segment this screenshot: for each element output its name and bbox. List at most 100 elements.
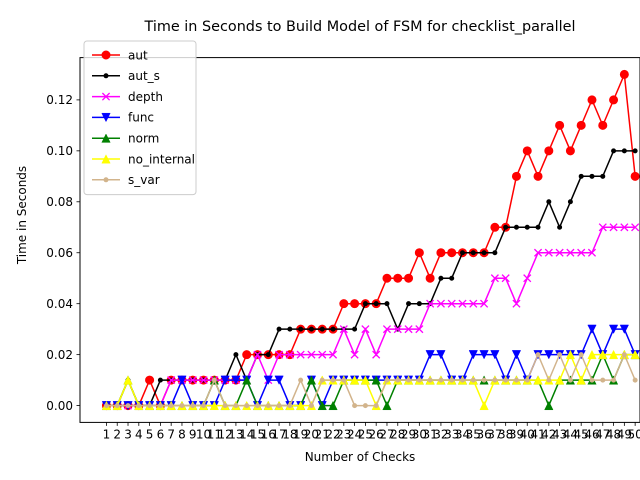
- data-point: [168, 403, 174, 409]
- data-point: [589, 377, 595, 383]
- data-point: [211, 377, 217, 383]
- data-point: [244, 403, 250, 409]
- x-tick-label: 26: [369, 427, 384, 441]
- data-point: [513, 377, 519, 383]
- data-point: [373, 301, 379, 307]
- data-point: [352, 326, 358, 332]
- x-tick-label: 27: [379, 427, 394, 441]
- data-point: [209, 400, 219, 411]
- data-point: [426, 299, 435, 308]
- data-point: [447, 248, 457, 258]
- legend-entry: s_var: [92, 173, 160, 187]
- x-tick-label: 2: [113, 427, 121, 441]
- data-point: [361, 325, 370, 334]
- data-point: [275, 350, 284, 359]
- data-point: [330, 326, 336, 332]
- data-point: [319, 377, 325, 383]
- data-point: [317, 400, 327, 411]
- x-tick-label: 38: [498, 427, 513, 441]
- data-point: [414, 248, 424, 258]
- data-point: [190, 403, 196, 409]
- data-point: [147, 403, 153, 409]
- data-point: [177, 375, 187, 385]
- data-point: [103, 403, 109, 409]
- x-tick-label: 44: [563, 427, 578, 441]
- x-tick-label: 5: [146, 427, 154, 441]
- y-tick-label: 0.12: [46, 93, 73, 107]
- data-point: [233, 352, 239, 358]
- legend-box: [83, 40, 197, 196]
- legend-entry: func: [92, 111, 154, 125]
- data-point: [544, 400, 554, 411]
- data-point: [490, 350, 500, 360]
- x-tick-label: 45: [574, 427, 589, 441]
- data-point: [544, 146, 554, 156]
- legend-marker: [101, 154, 111, 164]
- data-point: [296, 400, 306, 411]
- data-point: [576, 120, 586, 130]
- x-tick-label: 14: [239, 427, 254, 441]
- data-point: [479, 400, 489, 411]
- legend-marker: [103, 73, 109, 79]
- data-point: [393, 273, 403, 283]
- data-point: [384, 377, 390, 383]
- y-tick-label: 0.08: [46, 195, 73, 209]
- x-tick-label: 42: [541, 427, 556, 441]
- data-point: [535, 352, 541, 358]
- data-point: [416, 377, 422, 383]
- data-point: [416, 301, 422, 307]
- data-point: [578, 352, 584, 358]
- x-tick-label: 41: [530, 427, 545, 441]
- data-point: [587, 324, 597, 334]
- data-point: [447, 299, 456, 308]
- data-point: [382, 400, 392, 411]
- x-tick-label: 6: [157, 427, 165, 441]
- legend-label: func: [128, 111, 154, 125]
- legend-marker: [101, 133, 111, 143]
- data-point: [524, 224, 530, 230]
- x-tick-label: 3: [124, 427, 132, 441]
- data-point: [565, 349, 576, 360]
- data-point: [555, 248, 564, 257]
- data-point: [233, 403, 239, 409]
- x-tick-label: 33: [444, 427, 459, 441]
- data-point: [406, 377, 412, 383]
- data-point: [253, 350, 262, 359]
- data-point: [438, 377, 444, 383]
- data-point: [535, 224, 541, 230]
- data-point: [619, 69, 629, 79]
- data-point: [201, 403, 207, 409]
- data-point: [404, 325, 413, 334]
- x-tick-label: 19: [293, 427, 308, 441]
- legend-marker: [101, 92, 111, 101]
- data-point: [490, 274, 499, 283]
- x-tick-label: 43: [552, 427, 567, 441]
- data-point: [481, 250, 487, 256]
- data-point: [157, 403, 163, 409]
- data-point: [620, 223, 629, 232]
- x-tick-label: 20: [304, 427, 319, 441]
- data-point: [372, 350, 381, 359]
- x-tick-label: 34: [455, 427, 470, 441]
- data-point: [470, 377, 476, 383]
- x-tick-label: 35: [466, 427, 481, 441]
- data-point: [362, 403, 368, 409]
- x-tick-label: 47: [595, 427, 610, 441]
- data-point: [328, 400, 338, 411]
- data-point: [298, 326, 304, 332]
- data-point: [609, 95, 619, 105]
- x-tick-label: 32: [433, 427, 448, 441]
- data-point: [308, 326, 314, 332]
- series-line: [106, 226, 636, 407]
- x-tick-label: 11: [207, 427, 222, 441]
- data-point: [598, 120, 608, 130]
- data-point: [577, 248, 586, 257]
- data-point: [339, 325, 348, 334]
- data-point: [231, 375, 241, 385]
- data-point: [470, 250, 476, 256]
- data-point: [524, 377, 530, 383]
- chart-title: Time in Seconds to Build Model of FSM fo…: [144, 19, 576, 35]
- data-point: [481, 377, 487, 383]
- data-point: [436, 299, 445, 308]
- data-point: [298, 377, 304, 383]
